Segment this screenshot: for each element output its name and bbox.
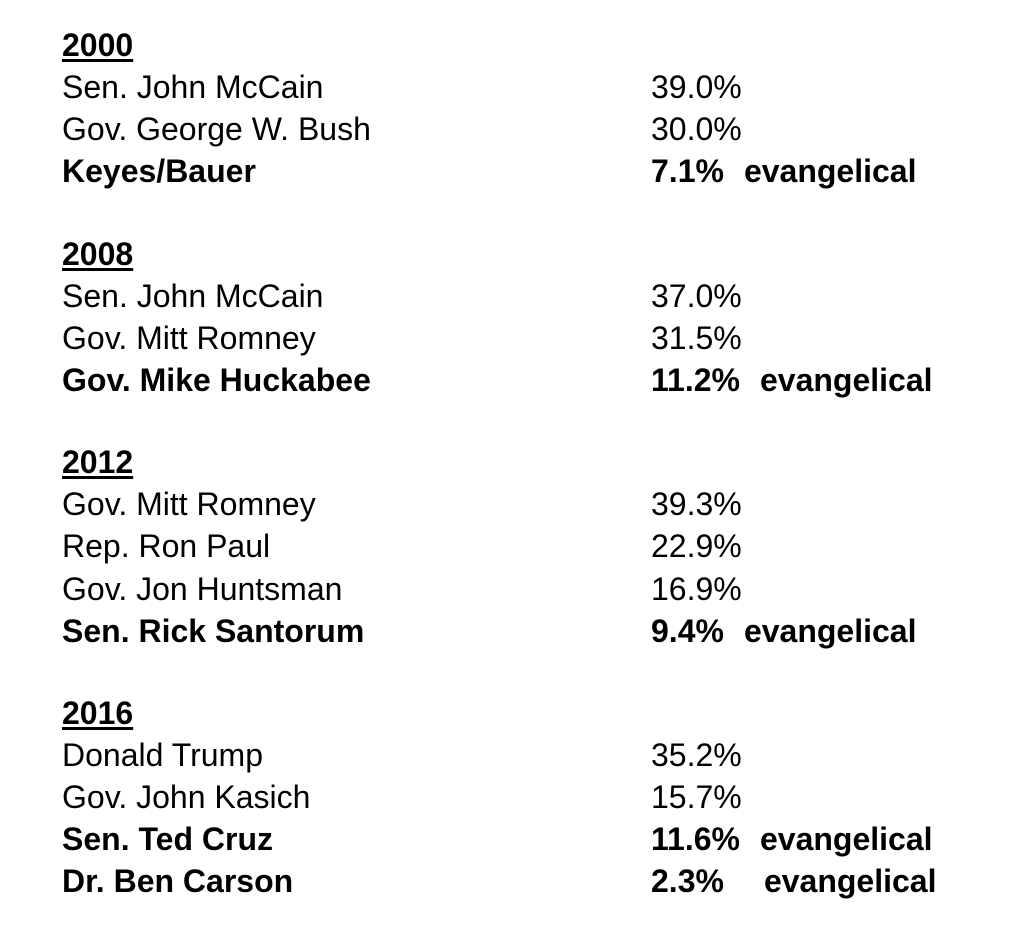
candidate-row: Gov. John Kasich 15.7% [62, 776, 1002, 818]
candidate-name: Donald Trump [62, 736, 263, 773]
vote-share: 30.0% [651, 108, 742, 150]
vote-share: 15.7% [651, 776, 742, 818]
candidate-row-evangelical: Keyes/Bauer 7.1% evangelical [62, 150, 1002, 192]
results-document: 2000 Sen. John McCain 39.0% Gov. George … [62, 24, 1002, 903]
candidate-name: Dr. Ben Carson [62, 863, 294, 900]
candidate-row: Sen. John McCain 39.0% [62, 66, 1002, 108]
candidate-row-evangelical: Dr. Ben Carson 2.3% evangelical [62, 860, 1002, 902]
candidate-row: Gov. Jon Huntsman 16.9% [62, 568, 1002, 610]
vote-share: 9.4% evangelical [651, 610, 916, 652]
candidate-name: Gov. Mitt Romney [62, 486, 316, 523]
vote-share: 11.6% evangelical [651, 818, 933, 860]
vote-percent: 7.1% [651, 153, 724, 190]
candidate-row: Gov. Mitt Romney 31.5% [62, 317, 1002, 359]
candidate-name: Sen. Rick Santorum [62, 612, 365, 649]
vote-share: 39.3% [651, 483, 742, 525]
vote-percent: 22.9% [651, 528, 742, 565]
candidate-name: Gov. Mitt Romney [62, 319, 316, 356]
vote-share: 39.0% [651, 66, 742, 108]
year-heading: 2016 [62, 694, 134, 731]
vote-percent: 15.7% [651, 779, 742, 816]
section-2008: 2008 Sen. John McCain 37.0% Gov. Mitt Ro… [62, 233, 1002, 402]
vote-percent: 9.4% [651, 612, 724, 649]
evangelical-note: evangelical [743, 153, 917, 190]
candidate-name: Gov. George W. Bush [62, 111, 371, 148]
evangelical-note: evangelical [759, 361, 933, 398]
candidate-row: Gov. Mitt Romney 39.3% [62, 483, 1002, 525]
vote-share: 16.9% [651, 568, 742, 610]
vote-percent: 16.9% [651, 570, 742, 607]
vote-percent: 39.3% [651, 486, 742, 523]
section-2000: 2000 Sen. John McCain 39.0% Gov. George … [62, 24, 1002, 193]
vote-share: 22.9% [651, 525, 742, 567]
vote-percent: 2.3% [651, 863, 724, 900]
section-2012: 2012 Gov. Mitt Romney 39.3% Rep. Ron Pau… [62, 441, 1002, 652]
candidate-name: Gov. Jon Huntsman [62, 570, 343, 607]
candidate-name: Rep. Ron Paul [62, 528, 271, 565]
section-2016: 2016 Donald Trump 35.2% Gov. John Kasich… [62, 692, 1002, 903]
vote-share: 35.2% [651, 734, 742, 776]
year-heading: 2008 [62, 235, 134, 272]
evangelical-note: evangelical [743, 612, 917, 649]
vote-percent: 31.5% [651, 319, 742, 356]
vote-percent: 30.0% [651, 111, 742, 148]
candidate-name: Gov. Mike Huckabee [62, 361, 371, 398]
candidate-row: Rep. Ron Paul 22.9% [62, 525, 1002, 567]
candidate-name: Keyes/Bauer [62, 153, 256, 190]
candidate-row: Sen. John McCain 37.0% [62, 275, 1002, 317]
candidate-row: Donald Trump 35.2% [62, 734, 1002, 776]
vote-share: 31.5% [651, 317, 742, 359]
year-heading: 2012 [62, 444, 134, 481]
candidate-name: Sen. John McCain [62, 69, 324, 105]
vote-percent: 39.0% [651, 69, 742, 105]
vote-share: 11.2% evangelical [651, 359, 933, 401]
vote-share: 37.0% [651, 275, 742, 317]
evangelical-note: evangelical [763, 863, 937, 900]
candidate-name: Gov. John Kasich [62, 779, 311, 816]
candidate-row-evangelical: Gov. Mike Huckabee 11.2% evangelical [62, 359, 1002, 401]
vote-percent: 11.2% [651, 361, 740, 398]
candidate-name: Sen. Ted Cruz [62, 821, 273, 858]
vote-percent: 37.0% [651, 277, 742, 314]
vote-percent: 11.6% [651, 821, 740, 858]
candidate-name: Sen. John McCain [62, 277, 324, 314]
vote-share: 7.1% evangelical [651, 150, 916, 192]
year-heading: 2000 [62, 27, 134, 63]
candidate-row-evangelical: Sen. Ted Cruz 11.6% evangelical [62, 818, 1002, 860]
candidate-row: Gov. George W. Bush 30.0% [62, 108, 1002, 150]
vote-percent: 35.2% [651, 736, 742, 773]
vote-share: 2.3% evangelical [651, 860, 936, 902]
candidate-row-evangelical: Sen. Rick Santorum 9.4% evangelical [62, 610, 1002, 652]
evangelical-note: evangelical [759, 821, 933, 858]
